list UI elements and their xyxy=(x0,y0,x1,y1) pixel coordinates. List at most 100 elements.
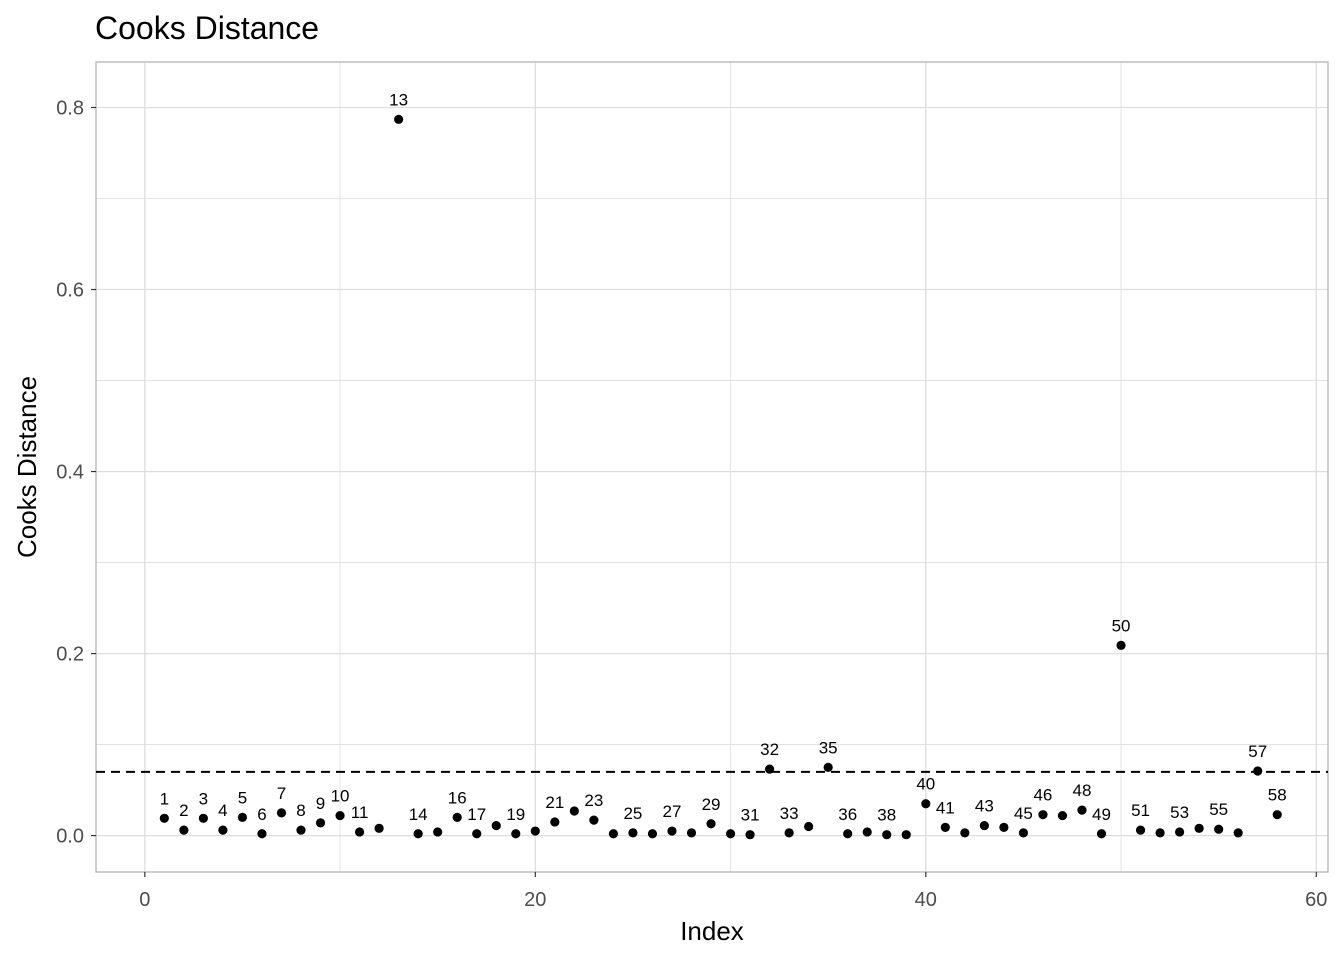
data-point xyxy=(296,825,306,835)
point-label: 8 xyxy=(296,801,305,820)
data-point xyxy=(218,825,228,835)
data-point xyxy=(413,829,423,839)
data-point xyxy=(315,818,326,828)
point-label: 49 xyxy=(1092,805,1111,824)
point-label: 41 xyxy=(936,798,955,817)
data-point xyxy=(862,827,872,837)
x-tick-label: 0 xyxy=(139,889,150,911)
data-point xyxy=(1135,825,1146,835)
point-label: 23 xyxy=(584,791,603,810)
data-point xyxy=(628,828,638,838)
data-point xyxy=(979,820,989,831)
point-label: 13 xyxy=(389,90,408,109)
point-label: 5 xyxy=(238,788,247,807)
point-label: 36 xyxy=(838,805,857,824)
point-label: 1 xyxy=(160,789,169,808)
points-layer xyxy=(159,114,1282,840)
data-point xyxy=(901,830,911,840)
data-point xyxy=(1096,829,1107,839)
data-point xyxy=(472,829,482,839)
data-point xyxy=(667,826,677,836)
data-point xyxy=(745,830,755,840)
grid-layer xyxy=(96,62,1328,872)
data-point xyxy=(237,812,248,822)
data-point xyxy=(433,827,443,837)
point-label: 7 xyxy=(277,784,286,803)
point-label: 53 xyxy=(1170,803,1189,822)
point-label: 11 xyxy=(351,803,369,822)
data-point xyxy=(179,825,189,835)
x-tick-label: 40 xyxy=(915,889,937,911)
data-point xyxy=(569,806,579,816)
x-tick-label: 20 xyxy=(524,889,546,911)
data-point xyxy=(1272,810,1282,820)
data-point xyxy=(1233,828,1243,838)
point-label: 4 xyxy=(218,801,227,820)
point-label: 55 xyxy=(1209,800,1228,819)
y-tick-label: 0.8 xyxy=(56,98,84,120)
data-point xyxy=(784,828,794,838)
point-label: 2 xyxy=(179,801,188,820)
data-point xyxy=(882,830,892,840)
point-label: 3 xyxy=(199,789,208,808)
data-point xyxy=(706,819,716,829)
y-axis-ticks: 0.0 0.2 0.4 0.6 0.8 xyxy=(56,98,96,848)
y-tick-label: 0.0 xyxy=(56,826,84,848)
data-point xyxy=(1077,805,1087,815)
point-label: 40 xyxy=(916,775,935,794)
x-axis-title: Index xyxy=(680,916,744,946)
data-point xyxy=(354,827,365,837)
y-tick-label: 0.2 xyxy=(56,644,84,666)
point-label: 17 xyxy=(467,805,486,824)
y-axis-title: Cooks Distance xyxy=(12,376,42,558)
data-point xyxy=(511,829,521,839)
data-point xyxy=(1253,766,1263,776)
point-label: 43 xyxy=(975,797,994,816)
data-point xyxy=(686,828,697,838)
data-point xyxy=(491,820,501,831)
point-label: 25 xyxy=(623,804,642,823)
data-point xyxy=(608,829,619,839)
chart-title: Cooks Distance xyxy=(95,10,320,46)
point-label: 51 xyxy=(1131,801,1150,820)
x-tick-label: 60 xyxy=(1305,889,1327,911)
data-point xyxy=(1175,827,1185,837)
data-point xyxy=(999,822,1009,833)
data-point xyxy=(550,817,560,827)
data-point xyxy=(374,823,384,833)
data-point xyxy=(589,815,599,825)
point-label: 50 xyxy=(1112,616,1131,635)
point-label: 58 xyxy=(1268,786,1287,805)
point-label: 16 xyxy=(448,788,467,807)
data-point xyxy=(1057,810,1068,821)
data-point xyxy=(1116,640,1126,650)
point-label: 45 xyxy=(1014,804,1033,823)
point-label: 19 xyxy=(506,805,525,824)
point-label: 32 xyxy=(760,740,779,759)
y-tick-label: 0.4 xyxy=(56,462,84,484)
point-label: 9 xyxy=(316,794,325,813)
data-point xyxy=(276,808,287,818)
point-label: 10 xyxy=(331,787,350,806)
data-point xyxy=(452,812,462,822)
point-label: 38 xyxy=(877,806,896,825)
point-label: 46 xyxy=(1033,786,1052,805)
point-label: 29 xyxy=(702,795,721,814)
data-point xyxy=(647,829,658,839)
data-point xyxy=(198,813,208,823)
data-point xyxy=(940,822,950,833)
data-point xyxy=(335,810,345,821)
data-point xyxy=(1018,828,1029,838)
data-point xyxy=(257,829,267,839)
x-axis-ticks: 0 20 40 60 xyxy=(139,872,1327,911)
data-point xyxy=(823,762,833,772)
point-label: 27 xyxy=(663,802,682,821)
data-point xyxy=(530,826,540,836)
point-label: 31 xyxy=(741,806,760,825)
data-point xyxy=(960,828,970,838)
point-label: 14 xyxy=(409,805,428,824)
point-label: 21 xyxy=(545,793,564,812)
